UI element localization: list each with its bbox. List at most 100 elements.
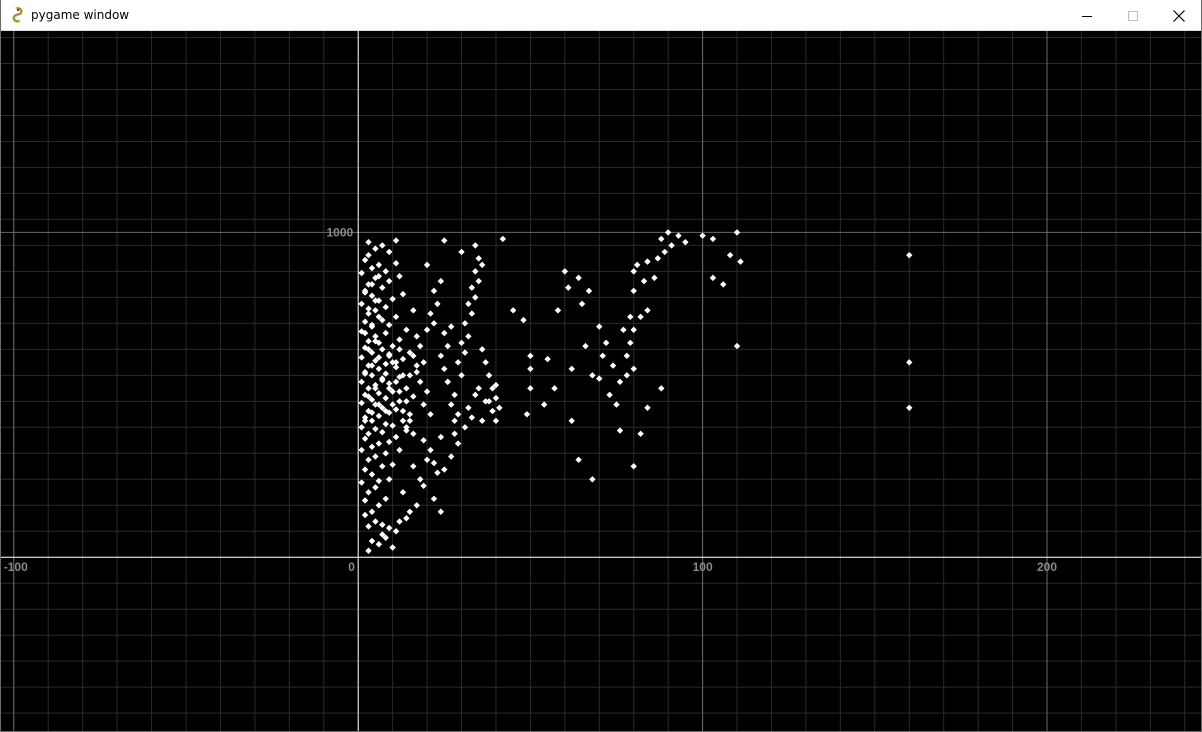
data-point (372, 297, 379, 304)
data-point (375, 541, 383, 548)
data-point (568, 365, 575, 373)
data-point (375, 412, 383, 420)
data-point (379, 428, 386, 436)
data-point (403, 427, 410, 434)
data-point (527, 352, 534, 360)
data-point (403, 424, 410, 431)
data-point (668, 242, 675, 249)
data-point (699, 232, 706, 239)
data-point (427, 310, 434, 317)
data-point (379, 521, 386, 528)
data-point (554, 307, 562, 314)
data-point (451, 417, 458, 425)
data-point (379, 316, 386, 324)
data-point (437, 352, 445, 360)
data-point (365, 547, 372, 554)
data-point (361, 466, 369, 473)
data-point (520, 316, 527, 324)
data-point (482, 398, 489, 405)
data-point (616, 427, 624, 434)
data-point (465, 300, 472, 308)
data-point (420, 359, 427, 366)
minor-grid (0, 31, 1202, 732)
data-point (544, 355, 551, 363)
data-point (565, 284, 572, 291)
data-point (358, 399, 365, 407)
data-point (392, 364, 400, 371)
data-point (368, 409, 376, 416)
data-point (361, 256, 369, 264)
data-point (410, 307, 417, 314)
data-point (372, 453, 379, 460)
data-point (403, 326, 410, 334)
data-point (396, 518, 403, 525)
data-point (358, 354, 365, 361)
data-point (396, 398, 403, 405)
y-tick-label: 1000 (326, 225, 353, 239)
data-point (430, 320, 438, 327)
data-point (416, 342, 424, 350)
data-point (451, 391, 458, 399)
data-point (492, 394, 500, 402)
data-point (441, 466, 448, 473)
data-point (654, 255, 662, 262)
data-point (365, 281, 372, 288)
data-point (475, 385, 482, 392)
data-point (399, 489, 407, 496)
minimize-button[interactable] (1064, 0, 1110, 31)
data-point (406, 417, 414, 425)
data-point (478, 346, 486, 353)
plot-canvas: -100 0 100 200 1000 (0, 31, 1202, 732)
data-point (454, 359, 462, 366)
data-point (396, 346, 403, 353)
data-point (410, 463, 417, 470)
data-point (485, 372, 493, 379)
data-point (410, 430, 417, 437)
data-point (437, 433, 445, 441)
data-point (372, 385, 379, 392)
data-point (661, 248, 668, 256)
data-point (365, 310, 372, 317)
close-button[interactable] (1156, 0, 1202, 31)
data-point (423, 388, 431, 395)
data-point (575, 274, 582, 282)
data-point (633, 261, 641, 269)
data-point (596, 323, 603, 330)
data-point (423, 456, 431, 463)
data-point (720, 281, 727, 288)
data-point (630, 463, 637, 470)
data-point (458, 339, 465, 347)
data-point (906, 251, 913, 259)
data-point (458, 248, 465, 256)
data-point (375, 477, 383, 485)
data-point (472, 391, 479, 399)
data-point (447, 401, 455, 408)
data-point (375, 389, 383, 397)
data-point (365, 346, 372, 353)
data-point (616, 378, 624, 386)
data-point (382, 394, 389, 402)
data-point (602, 339, 610, 347)
maximize-button[interactable] (1110, 0, 1156, 31)
data-point (410, 393, 417, 400)
data-point (434, 300, 441, 308)
data-point (582, 342, 589, 350)
data-point (478, 417, 486, 425)
data-point (475, 277, 482, 285)
data-point (361, 318, 369, 325)
x-tick-label: 0 (348, 560, 355, 574)
data-point (382, 420, 389, 428)
data-point (475, 255, 482, 262)
data-point (413, 362, 420, 369)
data-point (379, 463, 386, 470)
data-point (499, 235, 507, 243)
data-point (392, 260, 400, 267)
data-point (389, 544, 396, 551)
data-point (644, 404, 651, 412)
data-point (382, 450, 389, 457)
data-point (630, 326, 637, 334)
data-point (540, 401, 548, 408)
data-point (361, 417, 369, 425)
data-point (372, 484, 379, 491)
data-point (368, 321, 376, 329)
